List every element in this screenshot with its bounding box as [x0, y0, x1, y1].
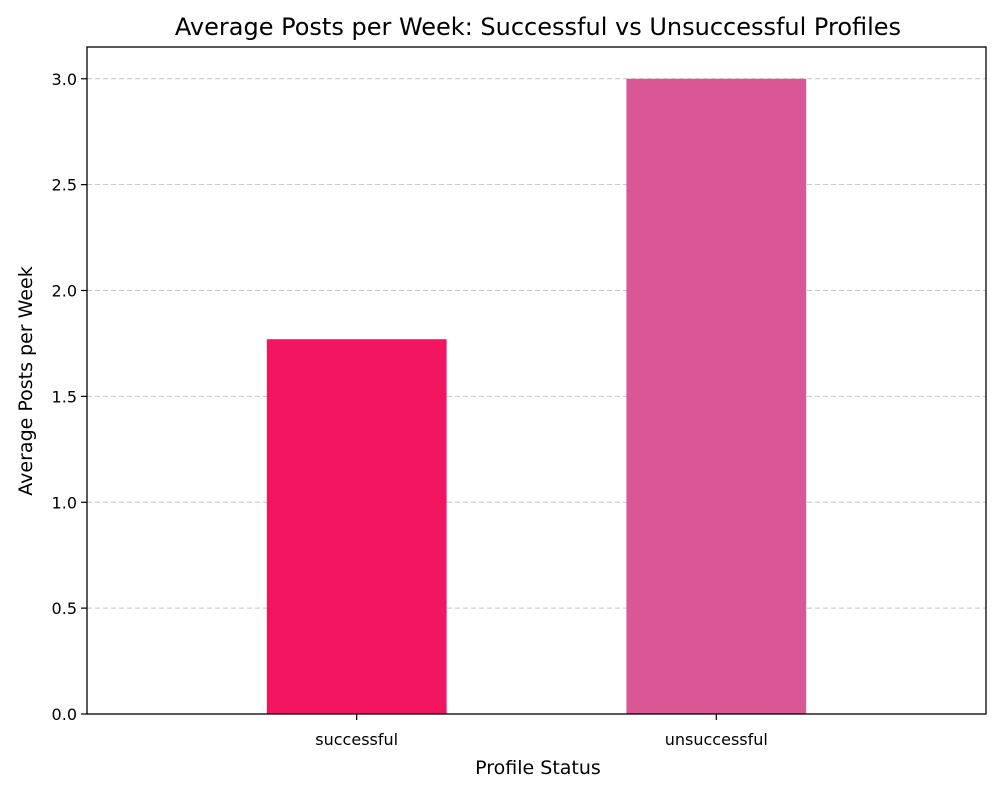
y-axis-label: Average Posts per Week	[15, 266, 37, 495]
x-tick-label: unsuccessful	[665, 730, 768, 749]
y-tick-label: 1.0	[52, 493, 77, 512]
x-axis-label: Profile Status	[475, 757, 601, 779]
y-tick-label: 0.0	[52, 705, 77, 724]
bar-unsuccessful	[626, 78, 807, 714]
y-tick-label: 1.5	[52, 387, 77, 406]
x-tick-label: successful	[315, 730, 398, 749]
plot-frame	[86, 46, 987, 715]
x-axis-ticks: successful unsuccessful	[315, 714, 768, 749]
y-tick-label: 3.0	[52, 70, 77, 89]
bar-successful	[266, 339, 447, 714]
chart-title: Average Posts per Week: Successful vs Un…	[175, 13, 901, 41]
y-tick-label: 2.5	[52, 176, 77, 195]
y-tick-label: 0.5	[52, 599, 77, 618]
gridlines	[87, 78, 986, 609]
bars	[266, 78, 807, 714]
y-axis-ticks: 0.0 0.5 1.0 1.5 2.0 2.5 3.0	[52, 70, 87, 724]
y-tick-label: 2.0	[52, 282, 77, 301]
